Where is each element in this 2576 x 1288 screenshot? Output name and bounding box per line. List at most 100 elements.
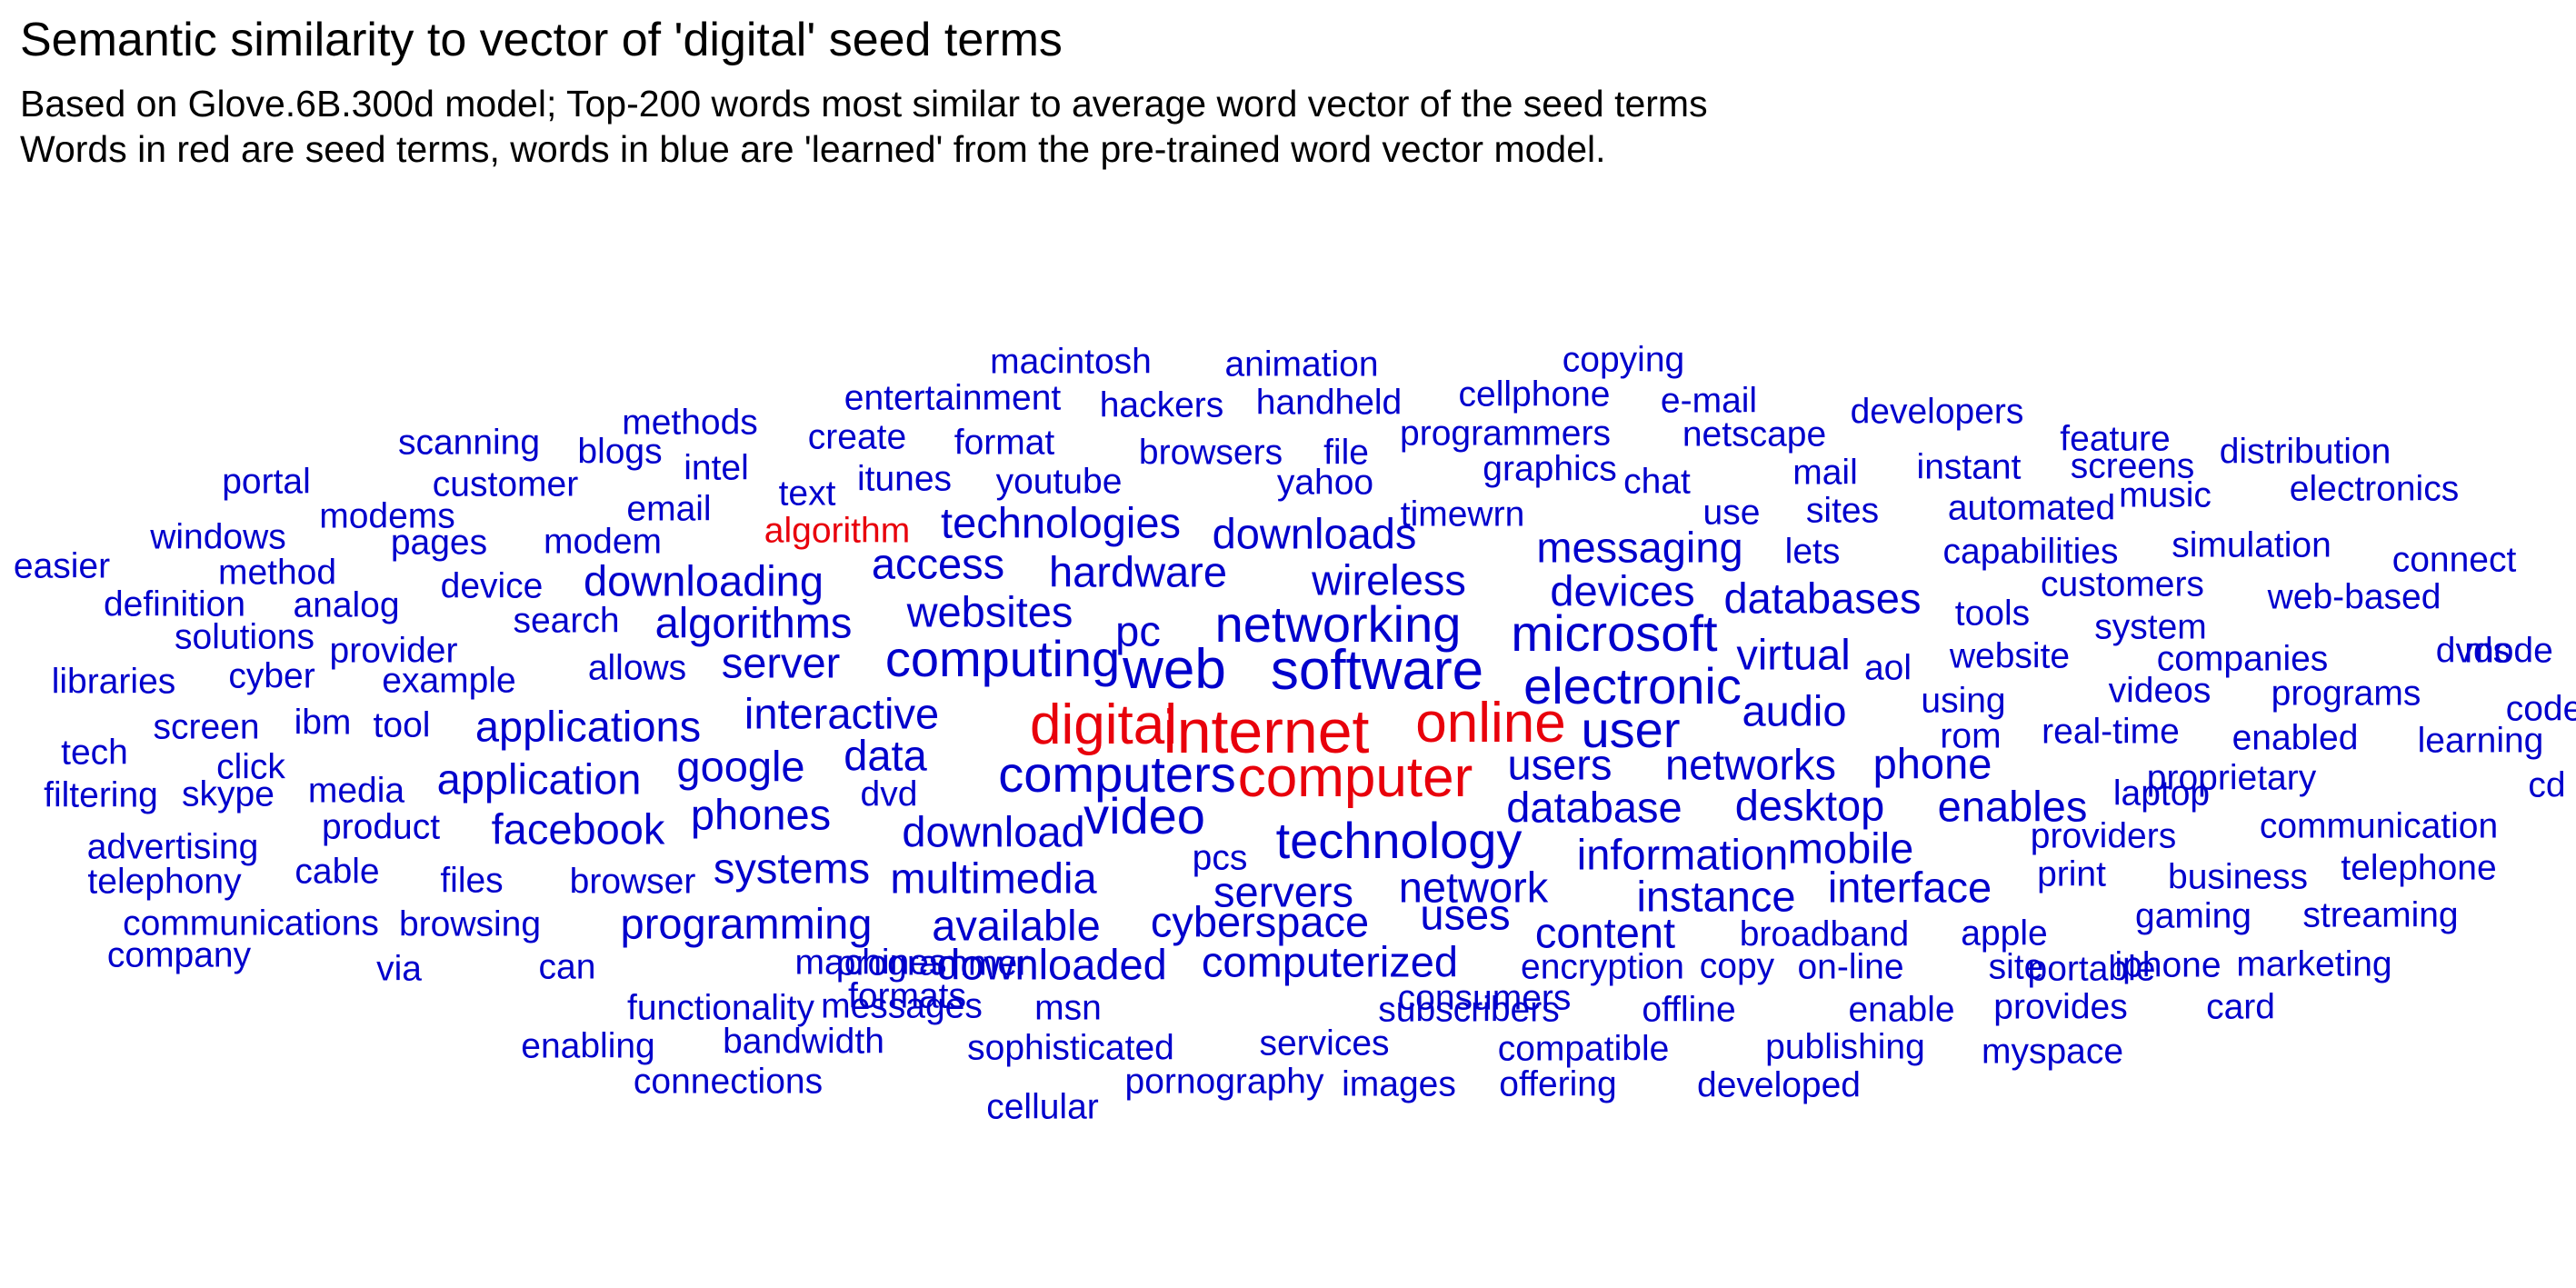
word-iphone: iphone (2114, 945, 2222, 985)
word-pornography: pornography (1124, 1062, 1324, 1102)
word-bandwidth: bandwidth (723, 1022, 884, 1062)
word-messaging: messaging (1536, 523, 1743, 572)
word-marketing: marketing (2236, 944, 2392, 984)
word-uses: uses (1420, 890, 1511, 939)
word-technologies: technologies (941, 498, 1181, 547)
word-automated: automated (1947, 488, 2116, 528)
word-sophisticated: sophisticated (967, 1028, 1174, 1068)
word-publishing: publishing (1765, 1027, 1925, 1067)
word-programmer: programmer (835, 944, 1030, 983)
word-dvds: dvds (2435, 631, 2511, 671)
word-copy: copy (1699, 946, 1775, 986)
word-desktop: desktop (1734, 781, 1885, 830)
word-easier: easier (13, 546, 111, 586)
word-programming: programming (620, 899, 873, 948)
word-apple: apple (1961, 914, 2048, 954)
word-method: method (217, 553, 337, 593)
word-computing: computing (884, 630, 1121, 687)
word-pc: pc (1115, 606, 1161, 655)
word-compatible: compatible (1497, 1029, 1670, 1069)
word-portable: portable (2027, 949, 2156, 989)
word-on-line: on-line (1797, 947, 1904, 987)
word-companies: companies (2156, 639, 2329, 679)
word-portal: portal (222, 462, 311, 502)
word-applications: applications (474, 702, 702, 751)
word-modem: modem (543, 522, 663, 562)
word-communications: communications (123, 904, 379, 944)
word-downloading: downloading (584, 556, 824, 605)
word-download: download (902, 807, 1085, 856)
word-google: google (676, 742, 805, 791)
word-information: information (1576, 830, 1789, 879)
word-formats: formats (847, 976, 967, 1016)
word-customer: customer (432, 464, 579, 504)
word-example: example (382, 661, 516, 701)
word-virtual: virtual (1736, 630, 1851, 679)
word-code: code (2505, 689, 2576, 729)
word-browsing: browsing (398, 904, 542, 944)
word-web: web (1123, 638, 1226, 701)
word-website: website (1949, 636, 2071, 676)
word-computerized: computerized (1201, 937, 1459, 986)
word-audio: audio (1742, 686, 1847, 735)
word-databases: databases (1723, 574, 1922, 623)
word-phone: phone (1872, 739, 1992, 788)
word-chat: chat (1623, 462, 1691, 502)
word-services: services (1259, 1023, 1390, 1063)
word-cyberspace: cyberspace (1150, 897, 1370, 946)
word-content: content (1534, 908, 1676, 957)
word-interactive: interactive (744, 689, 940, 738)
word-screen: screen (153, 707, 260, 747)
word-offline: offline (1642, 990, 1736, 1030)
word-web-based: web-based (2267, 577, 2441, 617)
word-hackers: hackers (1099, 385, 1224, 425)
word-business: business (2168, 857, 2308, 897)
word-capabilities: capabilities (1942, 532, 2119, 572)
word-macintosh: macintosh (990, 342, 1152, 382)
word-tools: tools (1954, 594, 2031, 634)
word-file: file (1323, 433, 1369, 473)
word-cable: cable (295, 852, 380, 892)
word-e-mail: e-mail (1660, 381, 1758, 421)
word-learning: learning (2417, 721, 2544, 761)
word-database: database (1506, 783, 1682, 832)
chart-subtitle-line-2: Words in red are seed terms, words in bl… (20, 128, 1606, 170)
word-networks: networks (1664, 740, 1837, 789)
word-electronics: electronics (2289, 469, 2460, 509)
word-available: available (932, 901, 1101, 950)
word-enabling: enabling (521, 1026, 655, 1066)
word-create: create (807, 417, 907, 457)
word-multimedia: multimedia (890, 854, 1097, 903)
word-methods: methods (622, 403, 758, 443)
word-definition: definition (103, 584, 246, 624)
word-use: use (1702, 493, 1761, 533)
word-systems: systems (713, 844, 871, 893)
word-format: format (954, 423, 1055, 463)
word-copying: copying (1562, 340, 1685, 380)
word-print: print (2037, 854, 2106, 894)
word-using: using (1921, 681, 2006, 721)
word-browser: browser (569, 862, 696, 902)
word-microsoft: microsoft (1511, 604, 1718, 662)
word-wireless: wireless (1312, 555, 1466, 604)
word-netscape: netscape (1682, 414, 1827, 454)
word-electronic: electronic (1523, 657, 1742, 714)
word-via: via (376, 949, 422, 989)
word-files: files (440, 861, 504, 901)
word-providers: providers (2030, 816, 2177, 856)
word-browsers: browsers (1138, 433, 1283, 473)
word-click: click (216, 747, 285, 787)
word-access: access (871, 539, 1005, 588)
word-user: user (1581, 701, 1681, 758)
word-aol: aol (1863, 648, 1912, 688)
word-connect: connect (2391, 540, 2517, 580)
word-encryption: encryption (1521, 947, 1684, 987)
word-device: device (440, 566, 544, 606)
word-music: music (2119, 475, 2212, 515)
word-simulation: simulation (2172, 525, 2331, 565)
word-gaming: gaming (2135, 896, 2252, 936)
word-allows: allows (587, 648, 687, 688)
word-text: text (778, 474, 836, 514)
word-instance: instance (1636, 872, 1796, 921)
